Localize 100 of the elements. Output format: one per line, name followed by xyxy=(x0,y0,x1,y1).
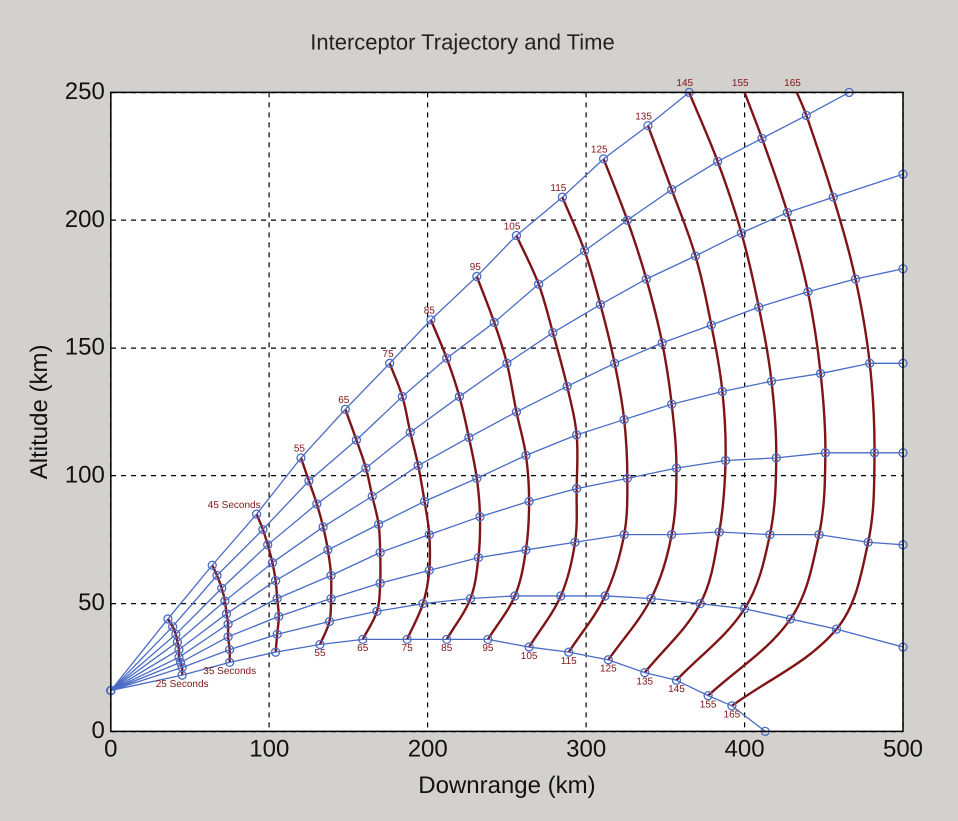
point xyxy=(490,318,499,328)
point xyxy=(374,520,384,530)
point xyxy=(572,484,582,494)
point xyxy=(442,634,452,644)
point xyxy=(268,558,278,568)
point xyxy=(786,614,796,624)
point xyxy=(898,358,908,368)
point xyxy=(646,594,656,604)
annotation: 85 xyxy=(424,306,436,317)
point xyxy=(658,338,667,348)
y-tick-label: 0 xyxy=(91,717,105,744)
annotation: 155 xyxy=(700,699,717,710)
annotation: 145 xyxy=(676,78,694,90)
annotation: 105 xyxy=(520,650,538,662)
point xyxy=(672,676,682,685)
point xyxy=(524,642,534,652)
annotation: 115 xyxy=(560,656,578,667)
point xyxy=(252,509,262,519)
annotation: 35 Seconds xyxy=(203,666,256,678)
point xyxy=(398,392,408,402)
point xyxy=(220,596,230,606)
point xyxy=(898,642,908,652)
point xyxy=(512,230,522,240)
y-tick-label: 150 xyxy=(64,334,105,361)
point xyxy=(696,598,705,608)
point xyxy=(263,540,272,550)
point xyxy=(368,492,377,501)
chart-title: Interceptor Trajectory and Time xyxy=(310,29,615,54)
point xyxy=(225,644,234,654)
annotation: 155 xyxy=(732,78,750,90)
point xyxy=(174,644,184,654)
x-tick-label: 400 xyxy=(724,735,765,762)
point xyxy=(414,460,423,470)
point xyxy=(177,662,187,672)
point xyxy=(524,496,534,506)
point xyxy=(820,448,830,458)
point xyxy=(718,386,728,396)
annotation: 65 xyxy=(338,395,350,406)
annotation: 85 xyxy=(441,643,453,654)
point xyxy=(217,584,226,593)
point xyxy=(418,598,428,608)
point xyxy=(684,88,694,98)
point xyxy=(620,530,629,540)
point xyxy=(270,648,280,657)
point xyxy=(483,634,493,644)
annotation: 55 xyxy=(294,444,306,455)
point xyxy=(548,328,558,338)
point xyxy=(754,302,764,312)
point xyxy=(163,614,173,624)
point xyxy=(898,540,908,550)
point xyxy=(610,358,620,368)
point xyxy=(850,274,860,284)
point xyxy=(863,538,873,547)
point xyxy=(832,624,842,634)
point xyxy=(171,630,180,639)
point xyxy=(828,192,838,202)
point xyxy=(272,630,282,639)
point xyxy=(802,110,812,120)
point xyxy=(270,576,280,586)
point xyxy=(814,530,824,540)
point xyxy=(598,154,608,164)
point xyxy=(580,246,590,256)
point xyxy=(172,637,182,647)
point xyxy=(898,448,908,458)
point xyxy=(475,512,485,522)
point xyxy=(736,228,746,238)
point xyxy=(315,640,325,650)
point xyxy=(570,538,580,547)
point xyxy=(642,274,651,284)
point xyxy=(272,594,282,604)
point xyxy=(643,120,653,130)
point xyxy=(766,376,776,386)
point xyxy=(258,524,268,534)
point xyxy=(765,530,775,540)
annotation: 105 xyxy=(504,221,521,232)
point xyxy=(727,701,737,710)
point xyxy=(426,315,436,325)
point xyxy=(406,428,415,437)
point xyxy=(772,453,781,463)
point xyxy=(176,658,186,668)
point xyxy=(177,670,187,680)
point xyxy=(174,652,184,662)
point xyxy=(740,604,750,614)
point xyxy=(454,392,464,402)
point xyxy=(340,404,350,414)
point xyxy=(361,463,371,473)
annotation: 25 Seconds xyxy=(156,678,209,690)
point xyxy=(604,655,613,664)
point xyxy=(223,619,233,629)
point xyxy=(372,606,382,616)
point xyxy=(667,400,676,409)
point xyxy=(667,184,676,194)
x-axis-title: Downrange (km) xyxy=(418,772,596,800)
annotation: 65 xyxy=(357,643,369,654)
annotation: 45 Seconds xyxy=(208,500,261,511)
point xyxy=(760,726,770,736)
point xyxy=(208,560,217,570)
point xyxy=(521,450,531,460)
point xyxy=(312,499,322,509)
point xyxy=(358,634,368,644)
